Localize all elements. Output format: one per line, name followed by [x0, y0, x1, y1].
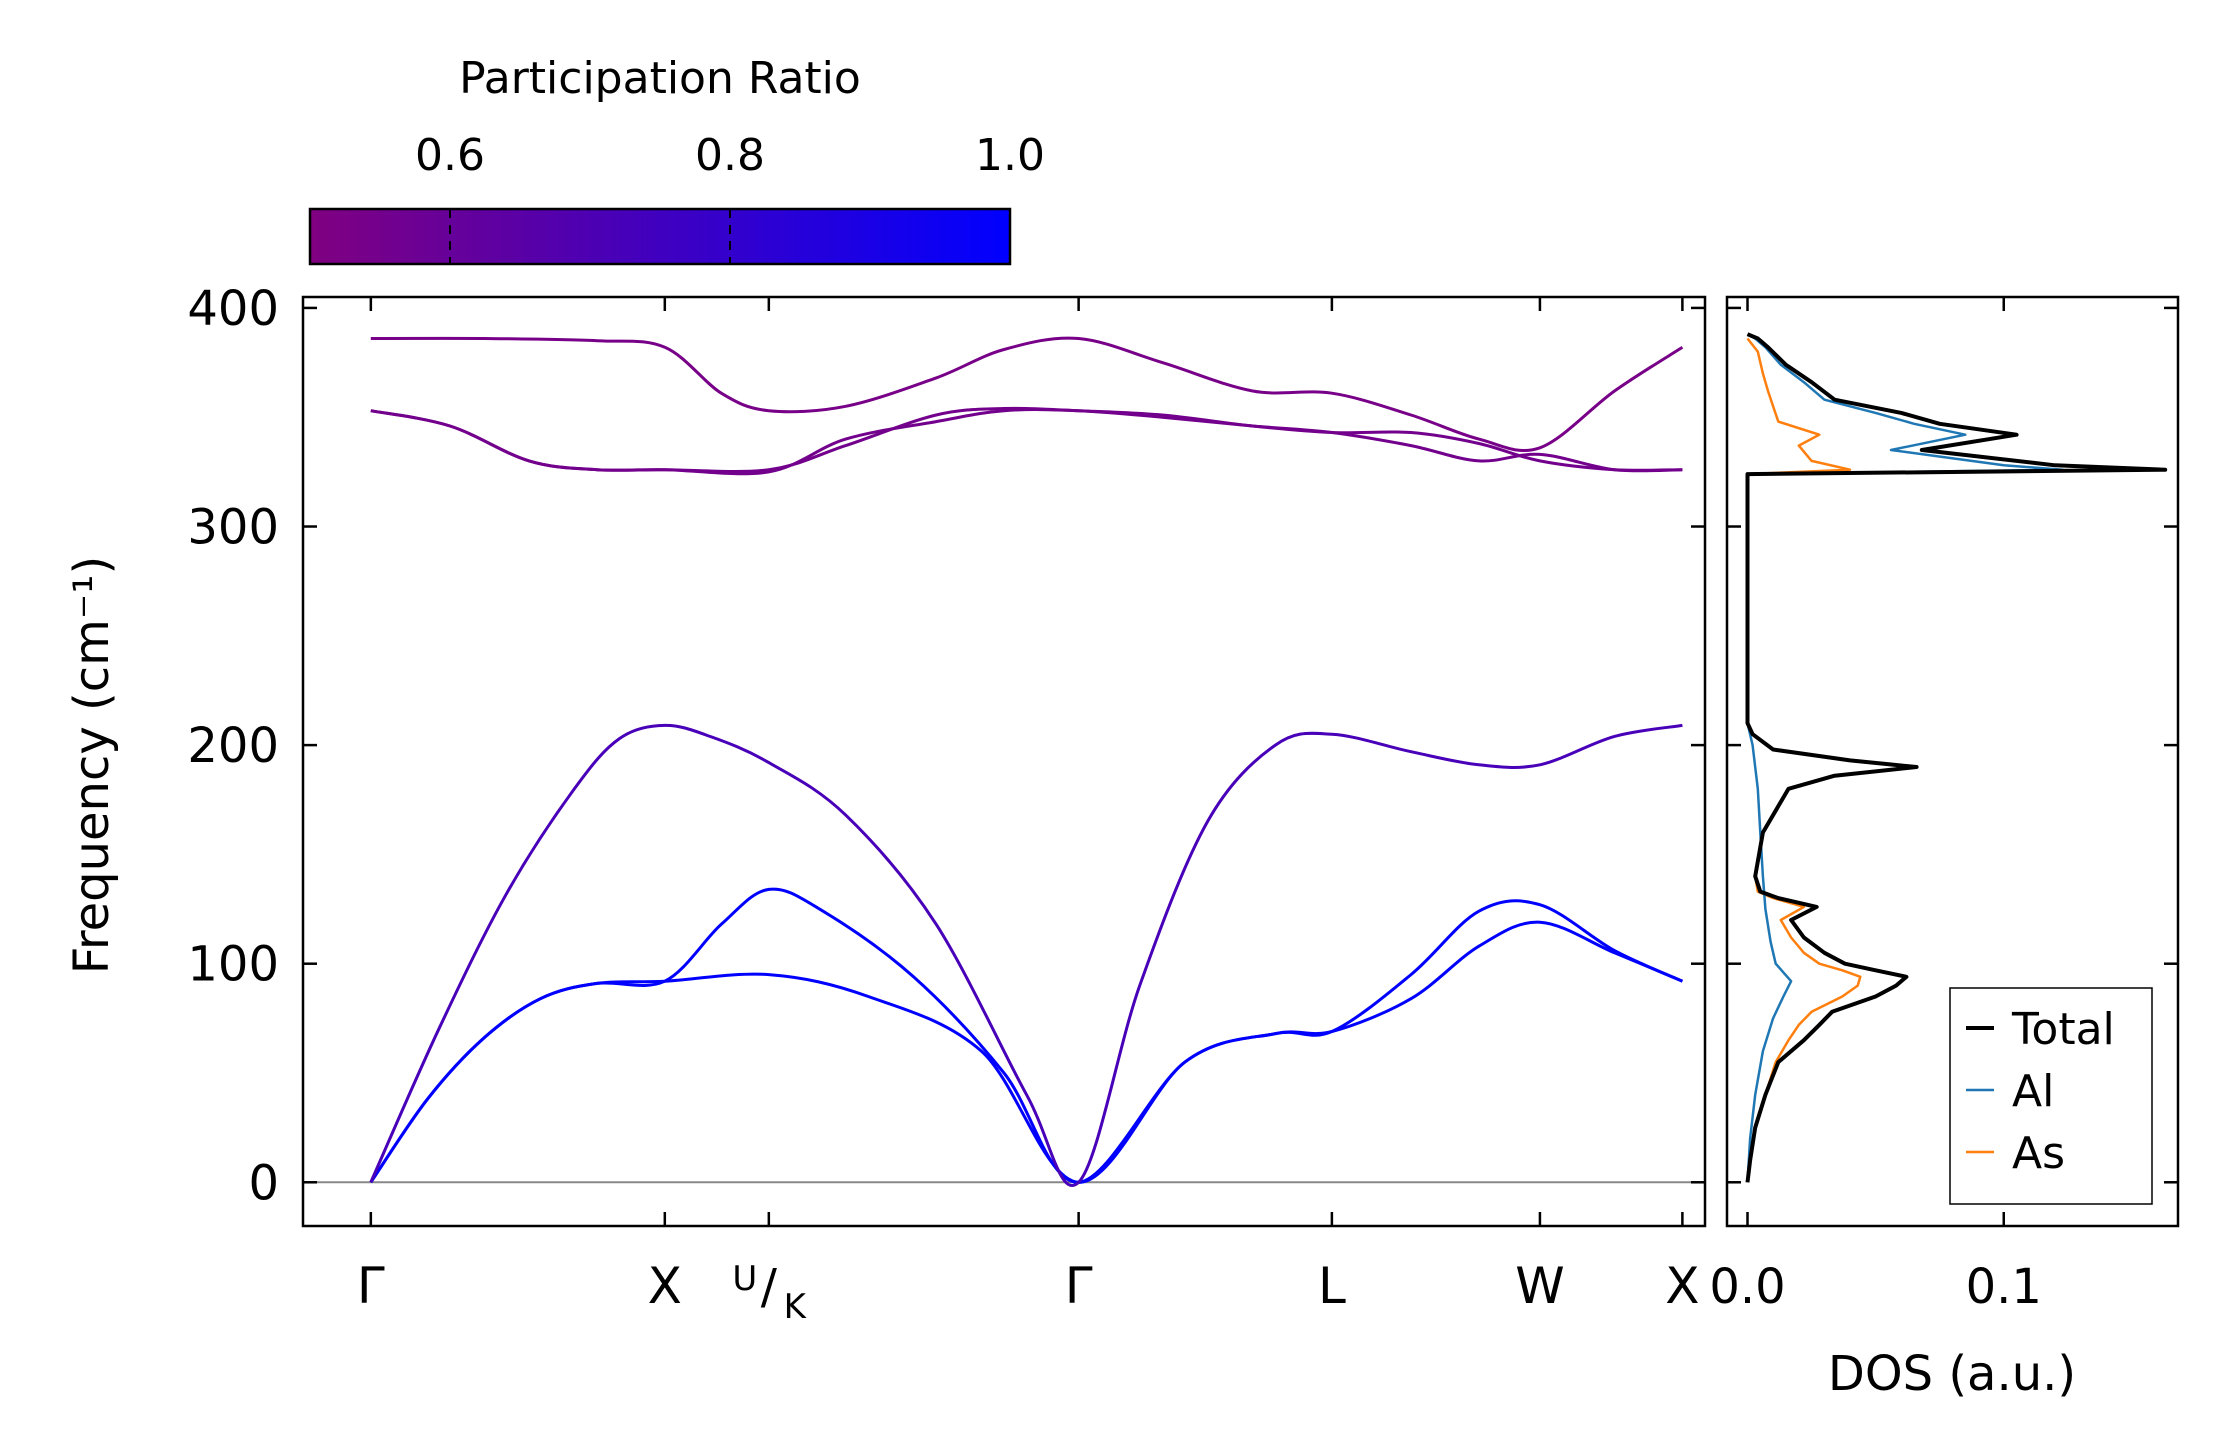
dos-x-axis-label: DOS (a.u.) [1828, 1346, 2076, 1402]
x-tick-label: X [648, 1257, 682, 1315]
dos-x-tick-label: 0.1 [1966, 1259, 2042, 1315]
legend-label: Total [2011, 1004, 2115, 1055]
x-tick-label-u-k: U / K [732, 1259, 807, 1327]
x-tick-label: W [1515, 1257, 1564, 1315]
band-line-la [369, 723, 1683, 1187]
dos-line-as [1746, 337, 1913, 1183]
colorbar-tick-label: 0.8 [695, 130, 765, 181]
x-tick-label: L [1318, 1257, 1346, 1315]
band-plot-frame [301, 295, 1707, 1228]
dos-legend: Total Al As [1949, 987, 2153, 1205]
colorbar-gradient [308, 207, 1012, 266]
band-line-to2 [370, 406, 1683, 473]
x-tick-label: Γ [357, 1257, 385, 1315]
y-tick-label: 400 [187, 281, 279, 337]
colorbar: Participation Ratio 0.6 0.8 1.0 [308, 53, 1045, 266]
dos-curves [1745, 332, 2168, 1183]
dos-panel: 0.0 0.1 DOS (a.u.) Total Al As [1709, 295, 2180, 1402]
x-tick-label: X [1665, 1257, 1699, 1315]
band-y-axis-label: Frequency (cm⁻¹) [64, 556, 120, 974]
band-x-axis: Γ X U / K Γ L W X [357, 297, 1700, 1327]
dos-y-axis [1727, 306, 2178, 1184]
dos-line-total [1745, 332, 2168, 1183]
y-tick-label: 100 [187, 937, 279, 993]
colorbar-tick-label: 0.6 [415, 130, 485, 181]
dos-line-al [1746, 333, 2064, 1183]
colorbar-title: Participation Ratio [459, 53, 861, 104]
dos-x-axis: 0.0 0.1 [1709, 297, 2042, 1315]
legend-label: Al [2012, 1066, 2054, 1117]
colorbar-ticks: 0.6 0.8 1.0 [415, 130, 1045, 264]
dos-plot-frame [1725, 295, 2180, 1228]
legend-frame [1949, 987, 2153, 1205]
x-tick-label-part: U [732, 1259, 757, 1299]
dos-x-tick-label: 0.0 [1709, 1259, 1785, 1315]
colorbar-tick-label: 1.0 [975, 130, 1045, 181]
legend-items: Total Al As [1966, 1004, 2115, 1179]
x-tick-label-part: K [784, 1287, 808, 1327]
y-tick-label: 0 [248, 1155, 279, 1211]
band-curves [369, 336, 1684, 1187]
x-tick-label-slash: / [761, 1259, 778, 1315]
y-tick-label: 300 [187, 500, 279, 556]
band-structure-panel: 0 100 200 300 400 Γ X U / K Γ L W X Frequency (cm⁻¹) [64, 281, 1707, 1327]
x-tick-label: Γ [1065, 1257, 1093, 1315]
band-line-ta1 [369, 920, 1683, 1184]
legend-label: As [2012, 1128, 2065, 1179]
band-y-axis: 0 100 200 300 400 [187, 281, 1705, 1211]
band-line-lo [370, 336, 1684, 453]
band-line-ta2 [369, 887, 1684, 1184]
y-tick-label: 200 [187, 718, 279, 774]
